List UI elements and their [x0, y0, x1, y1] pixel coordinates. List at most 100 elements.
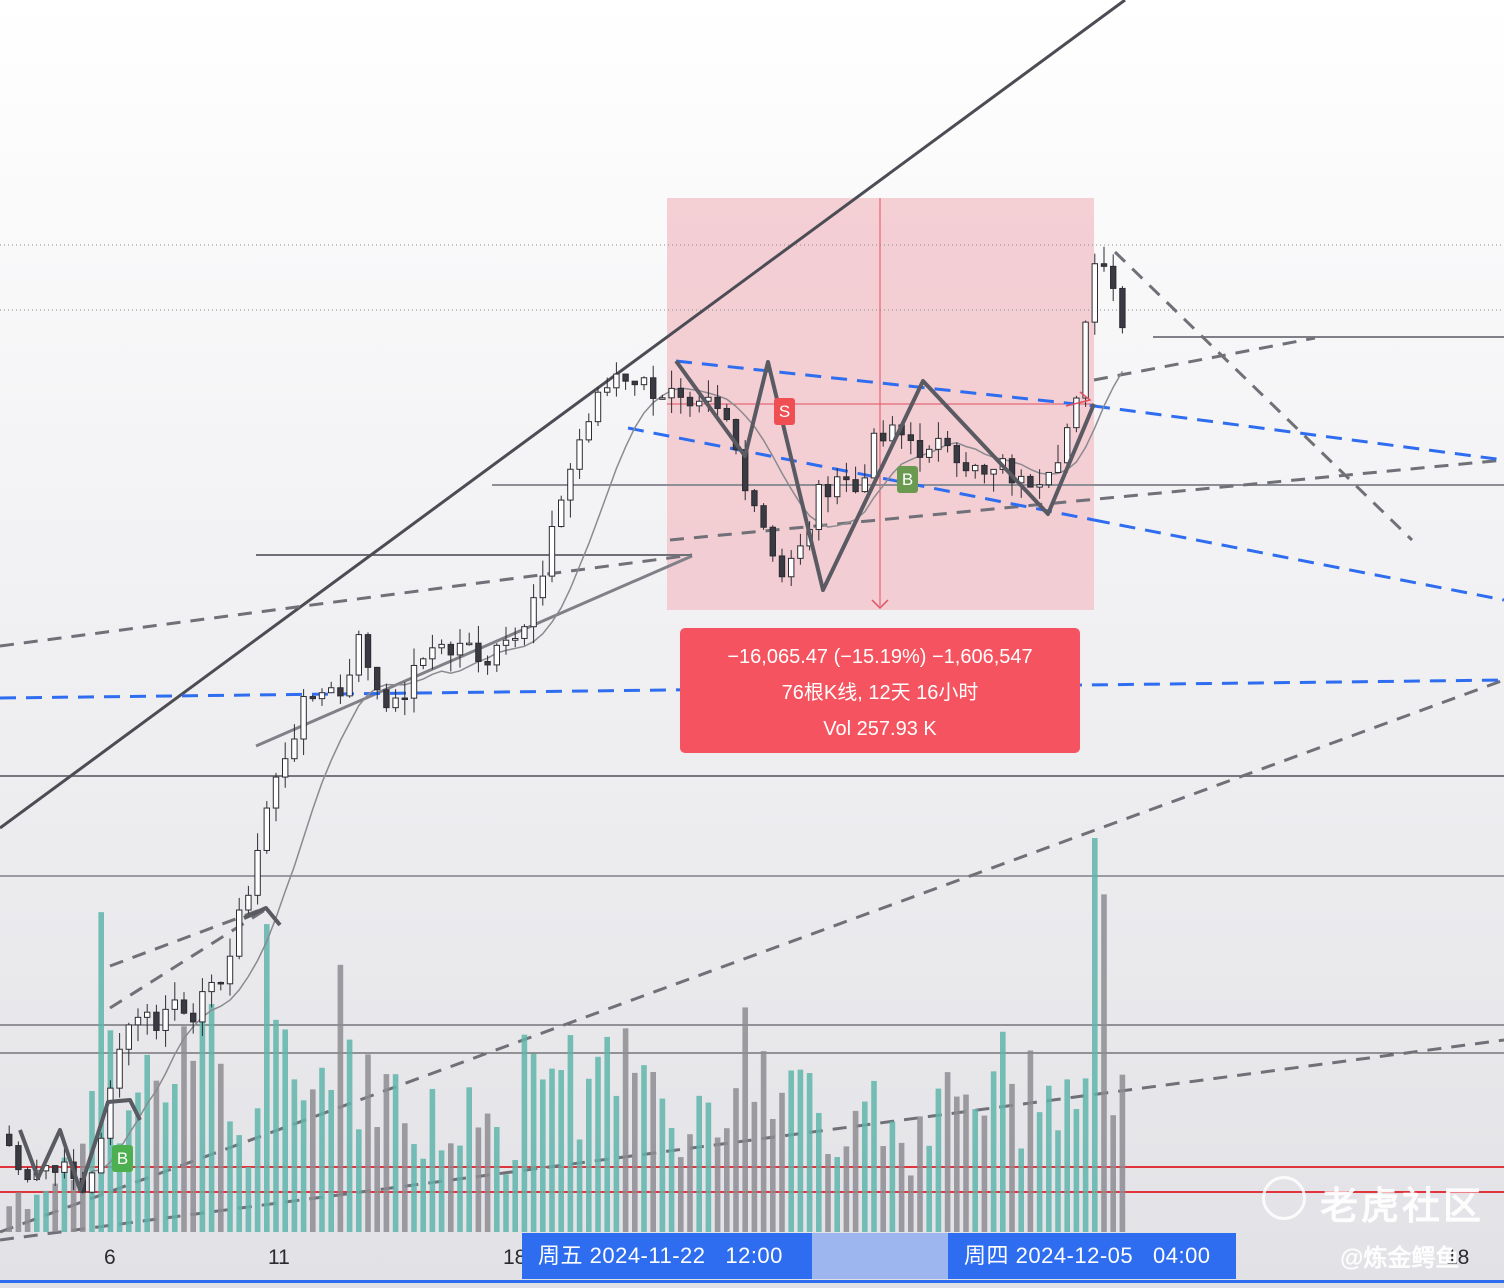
- candle-body: [539, 575, 546, 599]
- candle-body: [686, 396, 694, 407]
- volume-bar: [236, 1135, 242, 1232]
- trend-line[interactable]: [255, 554, 693, 748]
- volume-bar: [604, 1036, 610, 1232]
- candle-body: [935, 437, 942, 450]
- candle-body: [466, 642, 473, 646]
- volume-bar: [365, 1054, 371, 1232]
- sell-signal-badge[interactable]: S: [774, 398, 795, 425]
- volume-bar: [448, 1143, 454, 1232]
- volume-bar: [944, 1072, 951, 1232]
- candle-body: [475, 642, 482, 662]
- candle-body: [548, 526, 556, 577]
- candle-body: [668, 387, 675, 399]
- volume-bar: [199, 1012, 206, 1232]
- volume-bar: [622, 1028, 629, 1232]
- candle-body: [870, 432, 878, 479]
- buy-signal-badge[interactable]: B: [897, 466, 918, 493]
- candle-body: [1027, 475, 1034, 488]
- volume-bar: [438, 1150, 445, 1232]
- candle-body: [640, 377, 648, 386]
- candle-body: [778, 555, 786, 578]
- breakout-arrow: [1065, 391, 1092, 407]
- measure-volume: Vol 257.93 K: [823, 718, 937, 740]
- volume-bar: [1092, 837, 1098, 1232]
- volume-bar: [208, 1004, 215, 1232]
- candle-body: [208, 981, 215, 993]
- volume-bar: [668, 1127, 675, 1232]
- volume-bar: [908, 1175, 914, 1232]
- volume-bar: [24, 1209, 31, 1232]
- volume-bar: [963, 1094, 969, 1232]
- volume-bar: [1018, 1148, 1024, 1232]
- volume-bar: [291, 1079, 298, 1232]
- volume-bar: [632, 1072, 638, 1232]
- candle-body: [972, 464, 979, 472]
- candle-body: [420, 658, 427, 666]
- volume-bar: [144, 1054, 150, 1232]
- candle-body: [962, 462, 970, 472]
- blue-channel-lines[interactable]: [0, 359, 1504, 700]
- x-tick: 18: [503, 1246, 527, 1269]
- candle-body: [245, 894, 252, 911]
- candle-body: [650, 377, 657, 399]
- candle-body: [88, 1172, 96, 1193]
- volume-bar: [834, 1157, 840, 1232]
- volume-bar: [254, 1108, 261, 1232]
- candle-body: [1091, 263, 1098, 323]
- volume-bar: [1073, 1108, 1080, 1232]
- volume-bar: [172, 1083, 178, 1232]
- candle-body: [907, 434, 914, 442]
- watermark-user: @炼金鳄鱼: [1340, 1245, 1460, 1272]
- zigzag-pattern[interactable]: [18, 359, 1096, 1192]
- trend-line[interactable]: [0, 0, 1126, 830]
- candle-body: [530, 597, 537, 628]
- volume-bar: [392, 1074, 399, 1232]
- candle-body: [199, 991, 206, 1023]
- candle-body: [659, 397, 666, 400]
- candle-body: [318, 692, 326, 700]
- candle-body: [180, 999, 188, 1014]
- volume-bar: [521, 1034, 528, 1232]
- candle-body: [824, 484, 832, 498]
- volume-bar: [420, 1158, 426, 1232]
- volume-bar: [15, 1192, 22, 1232]
- candle-body: [15, 1145, 22, 1171]
- candle-body: [990, 468, 997, 475]
- candle-body: [438, 643, 445, 649]
- volume-bar: [917, 1116, 923, 1232]
- volume-bar: [503, 1174, 509, 1232]
- volume-bar: [1110, 1115, 1116, 1232]
- volume-bar: [1046, 1085, 1052, 1232]
- volume-bar: [687, 1134, 693, 1232]
- candle-body: [52, 1165, 59, 1173]
- candle-body: [732, 419, 740, 451]
- volume-bar: [1027, 1050, 1034, 1232]
- candle-body: [852, 479, 859, 493]
- volume-bar: [981, 1115, 988, 1232]
- x-tick: 18: [1446, 1246, 1470, 1269]
- volume-bar: [760, 1051, 767, 1232]
- volume-bar: [576, 1139, 583, 1232]
- measure-price-change: −16,065.47 (−15.19%) −1,606,547: [727, 646, 1033, 668]
- volume-bar: [843, 1146, 850, 1232]
- buy-signal-badge[interactable]: B: [112, 1145, 133, 1172]
- candle-body: [429, 647, 436, 660]
- measure-result-label: −16,065.47 (−15.19%) −1,606,547 76根K线, 1…: [680, 628, 1080, 753]
- candle-body: [714, 396, 721, 409]
- volume-bar: [181, 1026, 187, 1232]
- candle-body: [576, 439, 583, 470]
- volume-bar: [816, 1112, 822, 1232]
- volume-bar: [61, 1157, 68, 1232]
- candle-body: [567, 468, 574, 501]
- candle-body: [456, 642, 464, 656]
- candle-body: [512, 637, 519, 641]
- candle-body: [797, 545, 804, 559]
- volume-bar: [245, 1167, 252, 1232]
- candle-body: [1082, 321, 1089, 399]
- volume-bar: [705, 1102, 712, 1232]
- candle-body: [1054, 462, 1062, 473]
- candle-body: [107, 1087, 114, 1139]
- candle-body: [484, 660, 491, 666]
- volume-bar: [70, 1180, 77, 1232]
